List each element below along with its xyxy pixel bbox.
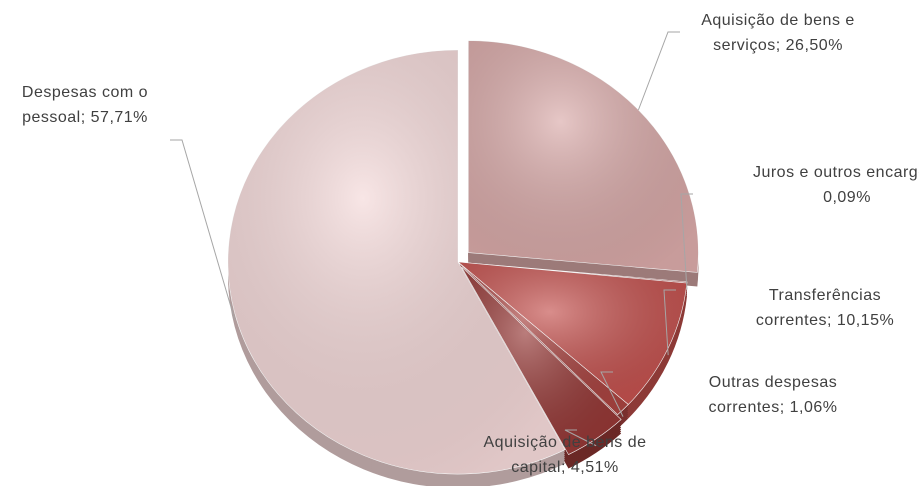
value-label: 26,50%	[785, 37, 843, 54]
leader-line	[600, 371, 624, 417]
separator: ;	[560, 459, 566, 476]
category-name: Outras despesas correntes	[708, 374, 838, 416]
data-label: Transferências correntes; 10,15%	[730, 283, 919, 333]
separator: ;	[827, 312, 832, 329]
data-label: Juros e outros encargos;0,09%	[752, 160, 919, 210]
leader-line	[564, 429, 597, 447]
data-label: Aquisição de bens de capital; 4,51%	[470, 430, 660, 480]
value-label: 0,09%	[823, 189, 871, 206]
slice-shade	[458, 262, 629, 415]
slice-shade	[461, 266, 622, 455]
data-label: Outras despesas correntes; 1,06%	[678, 370, 868, 420]
leader-line	[637, 31, 680, 111]
separator: ;	[779, 399, 785, 416]
value-label: 1,06%	[789, 399, 838, 416]
slice-shade	[227, 50, 565, 474]
category-name: Despesas com o pessoal	[21, 84, 149, 126]
separator: ;	[80, 109, 86, 126]
slice-shade	[468, 40, 699, 273]
category-name: Juros e outros encargos	[752, 164, 919, 181]
leader-line	[170, 139, 236, 320]
category-name: Aquisição de bens e serviços	[701, 12, 855, 54]
separator: ;	[775, 37, 781, 54]
leader-line	[663, 289, 676, 356]
data-label: Despesas com o pessoal; 57,71%	[0, 80, 180, 130]
value-label: 57,71%	[90, 109, 148, 126]
value-label: 10,15%	[836, 312, 895, 329]
data-label: Aquisição de bens e serviços; 26,50%	[683, 8, 873, 58]
category-name: Transferências correntes	[755, 287, 882, 329]
value-label: 4,51%	[570, 459, 619, 476]
category-name: Aquisição de bens de capital	[483, 434, 647, 476]
leader-line	[680, 193, 693, 290]
slice-shade	[458, 262, 687, 405]
